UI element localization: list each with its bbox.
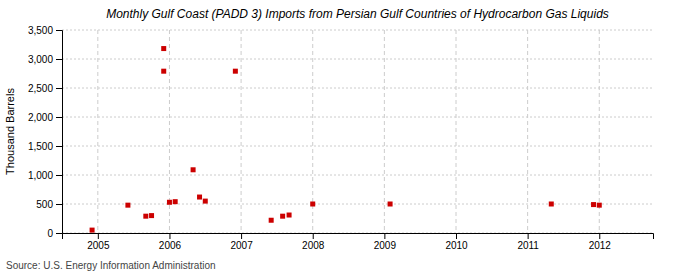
grid-line [456,30,457,233]
x-tick-mark [599,233,600,239]
x-tick-label: 2011 [517,240,539,251]
grid-line [62,175,653,176]
y-tick-mark [56,146,62,147]
x-tick: 2009 [374,233,397,251]
x-tick: 2008 [302,233,325,251]
y-axis-line [56,31,63,234]
point [161,46,166,51]
point [161,69,166,74]
point [233,69,238,74]
point [287,213,292,218]
points [90,46,602,233]
y-tick: 2,000 [28,112,62,123]
x-tick-label: 2012 [589,240,612,251]
point [310,202,315,207]
grid-line [97,30,98,233]
plot: 2005 2006 2007 2008 2009 2010 2011 2012 0 500 1,00… [28,25,654,251]
y-tick-label: 2,000 [28,112,53,123]
x-tick-mark [98,233,99,239]
point [203,199,208,204]
grid-line [527,30,528,233]
grid-line [384,30,385,233]
y-tick-label: 1,500 [28,141,53,152]
y-tick-label: 0 [47,228,53,239]
grid-line [62,146,653,147]
x-tick-label: 2006 [159,240,182,251]
title: Monthly Gulf Coast (PADD 3) Imports from… [106,7,609,21]
y-tick-mark [56,175,62,176]
point [173,199,178,204]
grid-line [62,59,653,60]
x-tick: 2011 [517,233,539,251]
y-axis-title: Thousand Barrels [4,88,16,175]
y-tick-label: 1,000 [28,170,53,181]
point [388,202,393,207]
x-tick-mark [313,233,314,239]
x-tick: 2005 [87,233,110,251]
grid [62,30,653,233]
x-tick-mark [241,233,242,239]
y-tick: 3,000 [28,54,62,65]
grid-line [599,30,600,233]
y-tick: 1,000 [28,170,62,181]
x-tick: 2007 [230,233,253,251]
point [591,202,596,207]
x-tick-mark [169,233,170,239]
point [269,218,274,223]
x-tick-mark [456,233,457,239]
y-tick: 3,500 [28,25,62,36]
y-tick-mark [56,59,62,60]
point [125,203,130,208]
chart: 2005 2006 2007 2008 2009 2010 2011 2012 0 500 1,00… [0,0,675,275]
point [167,200,172,205]
point [149,213,154,218]
point [90,228,95,233]
grid-line [62,204,653,205]
point [197,195,202,200]
y-tick: 2,500 [28,83,62,94]
x-axis: 2005 2006 2007 2008 2009 2010 2011 2012 [63,233,654,251]
x-tick-label: 2008 [302,240,325,251]
grid-line [241,30,242,233]
y-tick-label: 3,000 [28,54,53,65]
y-tick-mark [56,30,62,31]
y-tick: 1,500 [28,141,62,152]
y-tick-mark [56,117,62,118]
x-tick-label: 2010 [445,240,468,251]
x-tick-label: 2007 [230,240,253,251]
y-tick-mark [56,233,62,234]
grid-line [62,30,653,31]
y-tick: 0 [47,228,62,239]
point [143,214,148,219]
x-tick-label: 2005 [87,240,110,251]
y-tick-label: 3,500 [28,25,53,36]
x-tick-label: 2009 [374,240,397,251]
grid-line [62,88,653,89]
x-tick: 2012 [589,233,612,251]
y-tick-label: 500 [36,199,53,210]
x-tick-mark [528,233,529,239]
point [191,167,196,172]
y-tick-label: 2,500 [28,83,53,94]
point [280,214,285,219]
x-tick: 2006 [159,233,182,251]
x-axis-line [63,234,654,240]
point [549,202,554,207]
y-axis: 0 500 1,000 1,500 2,000 2,500 3,000 3,500 [28,25,63,239]
x-tick: 2010 [445,233,468,251]
point [597,203,602,208]
x-tick-mark [384,233,385,239]
y-tick-mark [56,204,62,205]
y-tick-mark [56,88,62,89]
grid-line [62,117,653,118]
y-tick: 500 [36,199,62,210]
annotation: Source: U.S. Energy Information Administ… [6,260,216,271]
